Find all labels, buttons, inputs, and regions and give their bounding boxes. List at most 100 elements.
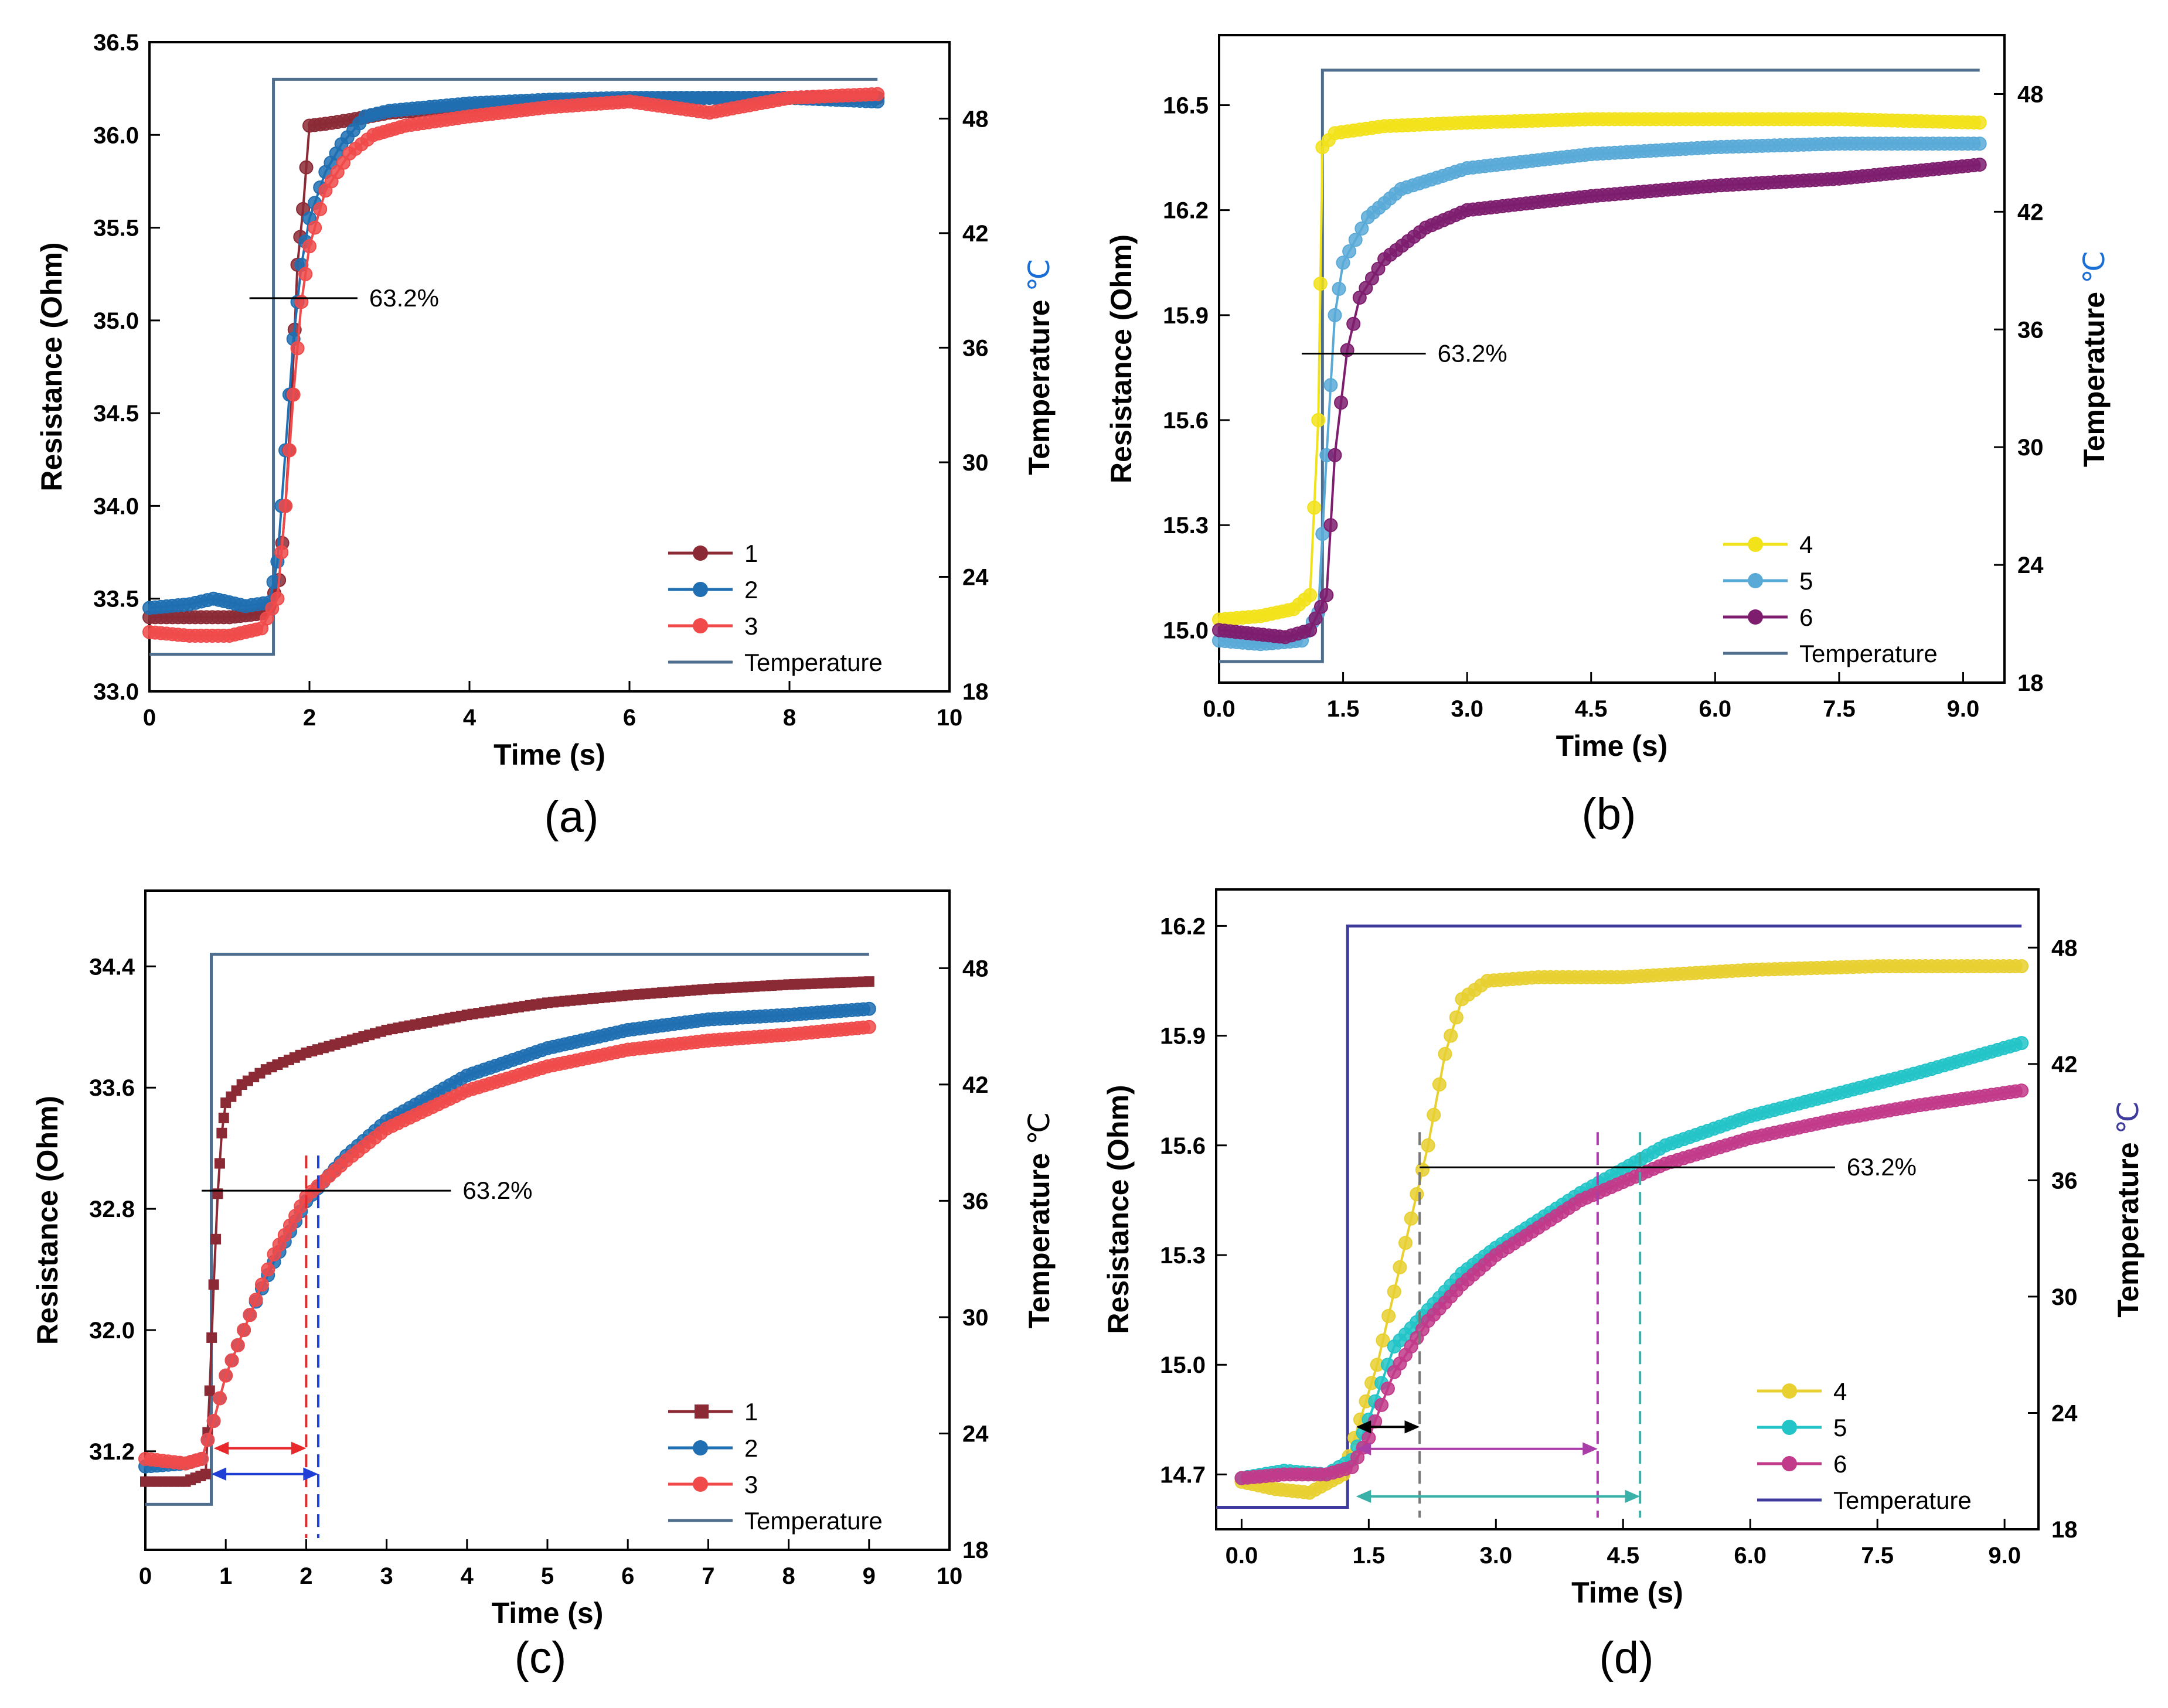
data-point xyxy=(1334,396,1349,410)
y2-tick-label: 42 xyxy=(962,221,989,247)
data-point xyxy=(862,1001,876,1016)
y2-axis-title-text: Temperature xyxy=(2112,1134,2145,1318)
y-tick-label: 16.2 xyxy=(1163,198,1209,224)
y-tick-label: 36.5 xyxy=(93,30,139,56)
legend-label: Temperature xyxy=(744,1507,883,1535)
legend-entry: 6 xyxy=(1757,1450,1847,1478)
data-point xyxy=(243,1308,257,1322)
legend-swatch-marker xyxy=(1782,1456,1797,1471)
y2-tick-label: 36 xyxy=(962,335,989,361)
y2-axis-title: Temperature ℃ xyxy=(1023,1112,1056,1328)
data-point xyxy=(1328,448,1342,462)
plot-frame xyxy=(144,889,951,1551)
data-point xyxy=(274,545,289,560)
legend-label: 1 xyxy=(744,540,758,567)
data-point xyxy=(1438,1046,1452,1061)
annotation-label: 63.2% xyxy=(462,1177,532,1204)
data-point xyxy=(204,1385,215,1396)
data-point xyxy=(208,1279,219,1290)
legend-label: 4 xyxy=(1799,531,1813,558)
y-tick-label: 32.8 xyxy=(89,1196,135,1222)
data-point xyxy=(1362,1431,1376,1445)
x-tick-label: 0.0 xyxy=(1226,1543,1258,1569)
temperature-line xyxy=(145,953,869,1506)
data-point xyxy=(1308,611,1323,626)
data-point xyxy=(219,1368,233,1383)
legend-swatch-marker xyxy=(1782,1420,1797,1435)
x-axis-title: Time (s) xyxy=(1571,1576,1683,1609)
y-tick-label: 34.4 xyxy=(89,954,135,980)
legend-label: 2 xyxy=(744,576,758,604)
x-tick-label: 7 xyxy=(702,1563,714,1589)
y-tick-label: 15.9 xyxy=(1160,1024,1206,1049)
y2-axis-title: Temperature ℃ xyxy=(2078,251,2111,467)
data-point xyxy=(270,591,285,606)
x-tick-label: 8 xyxy=(782,1563,795,1589)
y2-tick-label: 36 xyxy=(962,1188,989,1214)
data-point xyxy=(1404,1211,1418,1226)
x-tick-label: 4.5 xyxy=(1607,1543,1639,1569)
legend-entry: Temperature xyxy=(668,649,883,676)
legend-swatch-marker xyxy=(693,1477,708,1492)
y2-tick-label: 18 xyxy=(2051,1517,2078,1543)
data-point xyxy=(1387,1284,1401,1299)
data-point xyxy=(1315,527,1330,541)
y-tick-label: 16.2 xyxy=(1160,913,1206,939)
panel-tag: (c) xyxy=(515,1633,567,1683)
x-tick-label: 3.0 xyxy=(1480,1543,1513,1569)
arrow-head xyxy=(291,1441,307,1455)
y2-tick-label: 48 xyxy=(962,956,989,981)
data-point xyxy=(1421,1138,1435,1153)
series-3 xyxy=(142,87,885,643)
x-tick-label: 2 xyxy=(303,705,316,731)
legend-entry: Temperature xyxy=(1757,1487,1972,1514)
legend-label: 6 xyxy=(1833,1450,1847,1478)
y-tick-label: 31.2 xyxy=(89,1439,135,1465)
series-1 xyxy=(140,976,874,1487)
annotation-label: 63.2% xyxy=(1438,340,1507,367)
series-6 xyxy=(1212,158,1987,645)
y-tick-label: 15.6 xyxy=(1160,1133,1206,1159)
data-point xyxy=(1410,1187,1424,1201)
legend-entry: 2 xyxy=(668,576,758,604)
x-tick-label: 1.5 xyxy=(1327,696,1360,722)
data-point xyxy=(1303,623,1318,637)
data-point xyxy=(870,87,885,101)
y2-tick-label: 42 xyxy=(2051,1052,2078,1078)
y2-tick-label: 48 xyxy=(2017,81,2044,107)
data-point xyxy=(218,1112,229,1123)
y-tick-label: 15.0 xyxy=(1160,1352,1206,1378)
legend-label: 1 xyxy=(744,1398,758,1426)
legend-entry: 5 xyxy=(1723,567,1813,595)
data-point xyxy=(1323,518,1338,533)
series-line xyxy=(1219,142,1980,646)
data-point xyxy=(2014,1036,2029,1051)
legend: 4 5 6 Temperature xyxy=(1723,531,1938,667)
legend-entry: 5 xyxy=(1757,1414,1847,1441)
legend-swatch-marker xyxy=(1748,609,1763,625)
data-point xyxy=(261,1262,275,1277)
data-point xyxy=(863,976,874,987)
y2-tick-label: 30 xyxy=(2017,435,2044,461)
data-point xyxy=(1427,1107,1441,1122)
data-point xyxy=(230,1338,245,1352)
x-tick-label: 10 xyxy=(937,705,963,731)
data-point xyxy=(1376,1333,1390,1348)
y2-tick-label: 30 xyxy=(2051,1284,2078,1310)
data-point xyxy=(299,160,314,175)
y2-axis-unit: ℃ xyxy=(2112,1101,2145,1134)
series-4 xyxy=(1234,959,2029,1500)
y2-axis-unit: ℃ xyxy=(1023,258,1056,291)
data-point xyxy=(298,267,313,281)
data-point xyxy=(210,1233,222,1245)
legend-entry: 3 xyxy=(668,1471,758,1498)
y-tick-label: 15.0 xyxy=(1163,618,1209,643)
data-point xyxy=(195,1451,209,1466)
temperature-line xyxy=(1216,924,2022,1509)
chart-panel-b: 0.0 1.5 3.0 4.5 6.0 7.5 9.0 15.0 15.3 15.6 15.9 16.… xyxy=(1105,34,2111,839)
y-tick-label: 14.7 xyxy=(1160,1462,1206,1488)
y2-tick-label: 24 xyxy=(962,1421,989,1447)
panel-tag: (b) xyxy=(1582,789,1636,839)
x-tick-label: 9.0 xyxy=(1947,696,1980,722)
